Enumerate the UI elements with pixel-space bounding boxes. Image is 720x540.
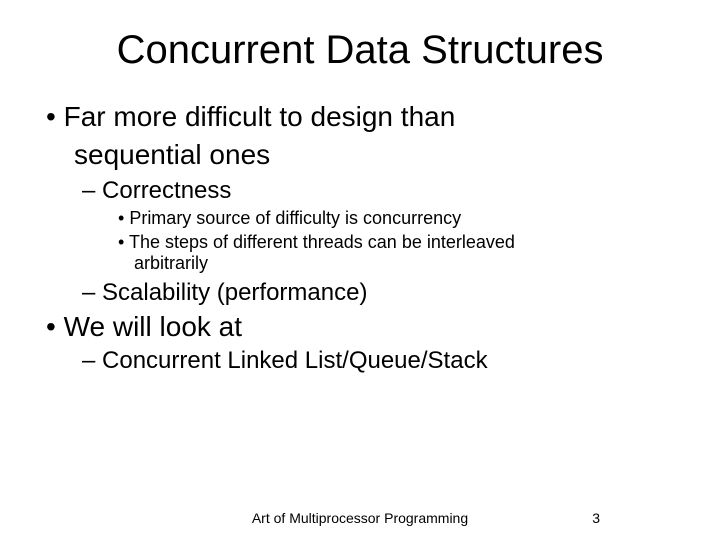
footer-source: Art of Multiprocessor Programming — [252, 510, 468, 526]
bullet-text: Correctness — [102, 177, 231, 204]
bullet-text: Primary source of difficulty is concurre… — [129, 208, 461, 228]
bullet-lvl1: We will look at — [46, 310, 680, 344]
bullet-text: Scalability (performance) — [102, 279, 367, 306]
bullet-lvl1: Far more difficult to design than — [46, 100, 680, 134]
bullet-lvl3: The steps of different threads can be in… — [46, 232, 680, 254]
bullet-lvl2: Correctness — [46, 177, 680, 206]
bullet-lvl3: Primary source of difficulty is concurre… — [46, 208, 680, 230]
slide-footer: Art of Multiprocessor Programming 3 — [0, 510, 720, 526]
bullet-lvl2: Concurrent Linked List/Queue/Stack — [46, 347, 680, 376]
bullet-lvl2: Scalability (performance) — [46, 279, 680, 308]
bullet-text: The steps of different threads can be in… — [129, 232, 515, 252]
bullet-text: Concurrent Linked List/Queue/Stack — [102, 347, 488, 374]
bullet-lvl3-cont: arbitrarily — [46, 253, 680, 275]
bullet-lvl1-cont: sequential ones — [46, 138, 680, 172]
slide: Concurrent Data Structures Far more diff… — [0, 0, 720, 540]
bullet-text: We will look at — [64, 311, 242, 342]
slide-body: Far more difficult to design than sequen… — [40, 100, 680, 376]
slide-title: Concurrent Data Structures — [40, 28, 680, 72]
bullet-text: Far more difficult to design than — [64, 101, 456, 132]
page-number: 3 — [592, 510, 600, 526]
